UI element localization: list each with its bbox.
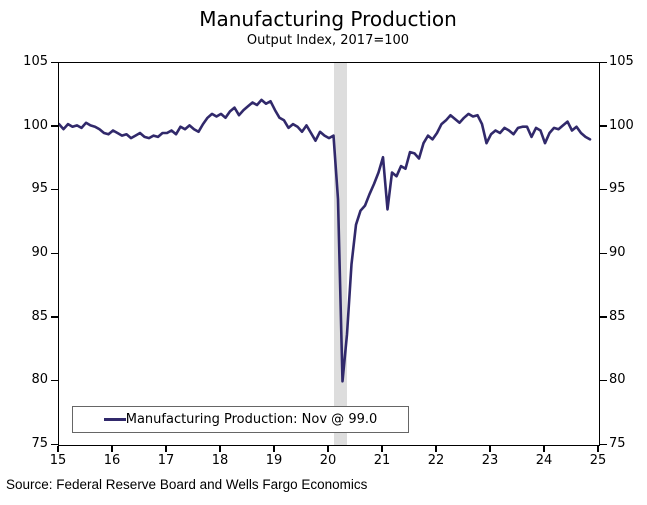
x-axis-tick xyxy=(165,446,167,452)
x-axis-label: 18 xyxy=(211,453,229,468)
x-axis-tick xyxy=(111,446,113,452)
x-axis-tick xyxy=(381,446,383,452)
y-axis-label-right: 105 xyxy=(609,54,634,69)
legend-line-swatch-icon xyxy=(103,418,126,421)
chart-title: Manufacturing Production xyxy=(199,7,457,31)
x-axis-label: 25 xyxy=(589,453,607,468)
y-axis-tick-left xyxy=(51,443,58,445)
y-axis-tick-left xyxy=(51,316,58,318)
x-axis-label: 19 xyxy=(265,453,283,468)
y-axis-label-left: 105 xyxy=(23,54,48,69)
y-axis-tick-left xyxy=(51,125,58,127)
x-axis-label: 16 xyxy=(103,453,121,468)
x-axis-tick xyxy=(327,446,329,452)
y-axis-tick-right xyxy=(600,61,607,63)
y-axis-label-left: 85 xyxy=(31,308,48,324)
x-axis-label: 21 xyxy=(373,453,391,468)
y-axis-tick-right xyxy=(600,125,607,127)
y-axis-tick-left xyxy=(51,61,58,63)
plot-area xyxy=(58,62,600,446)
y-axis-label-right: 95 xyxy=(609,181,626,197)
y-axis-tick-right xyxy=(600,188,607,191)
y-axis-tick-right xyxy=(600,443,607,445)
y-axis-label-left: 75 xyxy=(31,436,48,451)
source-note: Source: Federal Reserve Board and Wells … xyxy=(6,477,368,492)
x-axis-tick xyxy=(273,446,275,452)
manufacturing-production-line xyxy=(59,98,592,383)
y-axis-label-right: 100 xyxy=(609,117,634,133)
x-axis-tick xyxy=(489,446,491,452)
y-axis-label-right: 80 xyxy=(609,372,626,388)
x-axis-tick xyxy=(597,446,599,452)
y-axis-tick-right xyxy=(600,252,607,254)
y-axis-label-left: 80 xyxy=(31,372,48,388)
y-axis-label-right: 90 xyxy=(609,245,626,260)
chart-subtitle: Output Index, 2017=100 xyxy=(246,33,410,48)
y-axis-tick-left xyxy=(51,379,58,382)
x-axis-label: 24 xyxy=(535,453,553,468)
x-axis-tick xyxy=(543,446,545,452)
y-axis-tick-left xyxy=(51,252,58,254)
x-axis-tick xyxy=(219,446,221,452)
y-axis-label-left: 95 xyxy=(31,181,48,197)
y-axis-label-right: 85 xyxy=(609,308,626,324)
x-axis-label: 22 xyxy=(427,453,445,468)
production-line-chart xyxy=(59,98,592,383)
x-axis-tick xyxy=(435,446,437,452)
x-axis-label: 20 xyxy=(319,453,337,468)
y-axis-label-right: 75 xyxy=(609,436,626,451)
x-axis-label: 23 xyxy=(481,453,499,468)
legend-box: Manufacturing Production: Nov @ 99.0 xyxy=(72,406,409,433)
legend-label: Manufacturing Production: Nov @ 99.0 xyxy=(125,412,378,427)
y-axis-label-left: 100 xyxy=(23,117,48,133)
x-axis-tick xyxy=(57,446,59,452)
y-axis-tick-right xyxy=(600,379,607,382)
y-axis-tick-right xyxy=(600,316,607,318)
y-axis-tick-left xyxy=(51,188,58,191)
x-axis-label: 15 xyxy=(49,453,67,468)
y-axis-label-left: 90 xyxy=(31,245,48,260)
x-axis-label: 17 xyxy=(157,453,175,468)
